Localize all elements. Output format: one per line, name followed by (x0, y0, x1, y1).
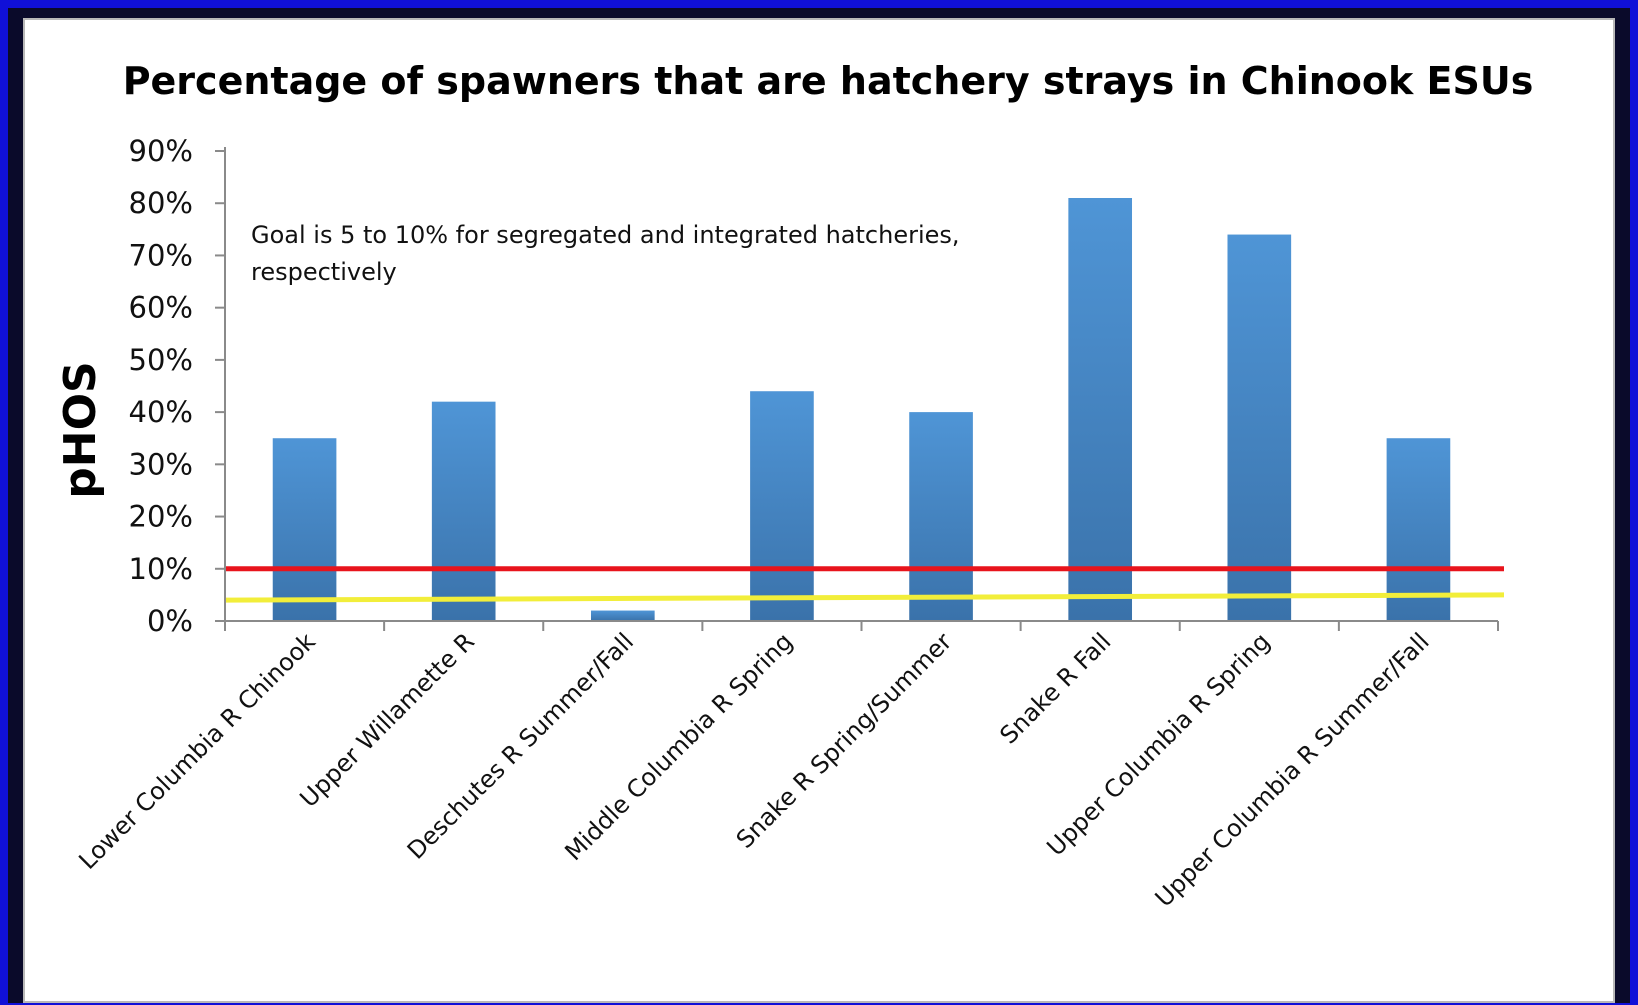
x-category-label: Lower Columbia R Chinook (73, 627, 320, 874)
goal-line-5pct (224, 592, 1505, 603)
bar (590, 610, 655, 621)
x-category-label: Upper Willamette R (294, 627, 479, 812)
chart-frame: Percentage of spawners that are hatchery… (23, 18, 1615, 1003)
y-tick-label: 60% (129, 291, 193, 325)
y-tick-label: 0% (147, 604, 193, 638)
y-tick-label: 20% (129, 500, 193, 534)
x-category-label: Snake R Fall (994, 627, 1116, 749)
chart-title: Percentage of spawners that are hatchery… (123, 59, 1534, 103)
reference-lines (224, 566, 1505, 603)
y-tick-label: 50% (129, 343, 193, 377)
goal-annotation-line-2: respectively (251, 258, 397, 286)
y-tick-label: 90% (129, 134, 193, 168)
bar (909, 412, 973, 621)
slide-background: Percentage of spawners that are hatchery… (8, 8, 1630, 1003)
bar (272, 438, 337, 621)
axes (224, 147, 1499, 631)
y-tick-label: 10% (129, 552, 193, 586)
bar (1227, 234, 1292, 622)
bar-chart: Percentage of spawners that are hatchery… (55, 59, 1534, 912)
y-tick-label: 30% (129, 447, 193, 481)
y-axis-ticks: 0% 10% 20% 30% 40% 50% 60% 70% 80% 90% (129, 134, 225, 638)
bar (1386, 438, 1451, 621)
bar (431, 401, 496, 621)
y-tick-label: 70% (129, 238, 193, 272)
bar (750, 391, 814, 621)
y-tick-label: 80% (129, 186, 193, 220)
bars-group (272, 198, 1451, 622)
y-tick-label: 40% (129, 395, 193, 429)
goal-annotation-line-1: Goal is 5 to 10% for segregated and inte… (251, 221, 960, 249)
bar (1068, 198, 1133, 621)
y-axis-label: pHOS (55, 361, 106, 498)
x-category-label: Upper Columbia R Summer/Fall (1150, 627, 1435, 912)
